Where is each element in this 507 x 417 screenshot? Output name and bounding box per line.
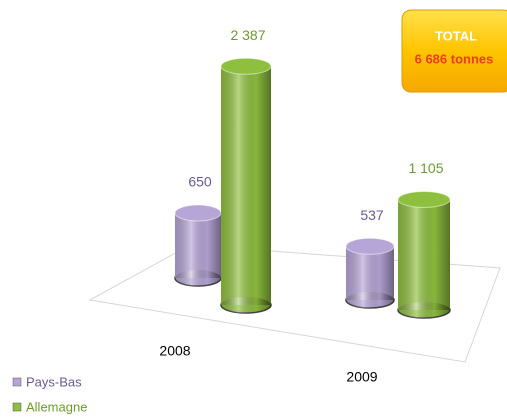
total-box: TOTAL 6 686 tonnes (401, 9, 507, 93)
value-label: 650 (188, 174, 212, 190)
cylinder-top (220, 57, 272, 75)
total-box-bg (401, 9, 507, 93)
cylinder-shade (398, 199, 450, 310)
category-label: 2009 (346, 369, 377, 385)
cylinder-top (345, 237, 395, 255)
cylinder-top (174, 204, 222, 222)
value-label: 1 105 (408, 160, 443, 176)
legend-label: Allemagne (26, 399, 87, 414)
total-title: TOTAL (435, 28, 477, 43)
cylinder-base-shade (175, 270, 221, 286)
floor (88, 244, 501, 363)
value-label: 2 387 (230, 27, 265, 43)
cylinder-shade (175, 213, 221, 278)
cylinder-base-shade (221, 297, 271, 313)
legend-swatch (12, 377, 22, 387)
cylinder-shade (221, 66, 271, 305)
cylinder-top (397, 191, 451, 208)
cylinder-base-shade (346, 292, 394, 308)
value-label: 537 (360, 207, 384, 223)
total-text: 6 686 tonnes (415, 51, 494, 66)
legend-label: Pays-Bas (26, 374, 82, 389)
cylinder-shade (346, 246, 394, 300)
legend-swatch (12, 402, 22, 412)
category-label: 2008 (159, 343, 190, 359)
cylinder-base-shade (398, 302, 450, 318)
